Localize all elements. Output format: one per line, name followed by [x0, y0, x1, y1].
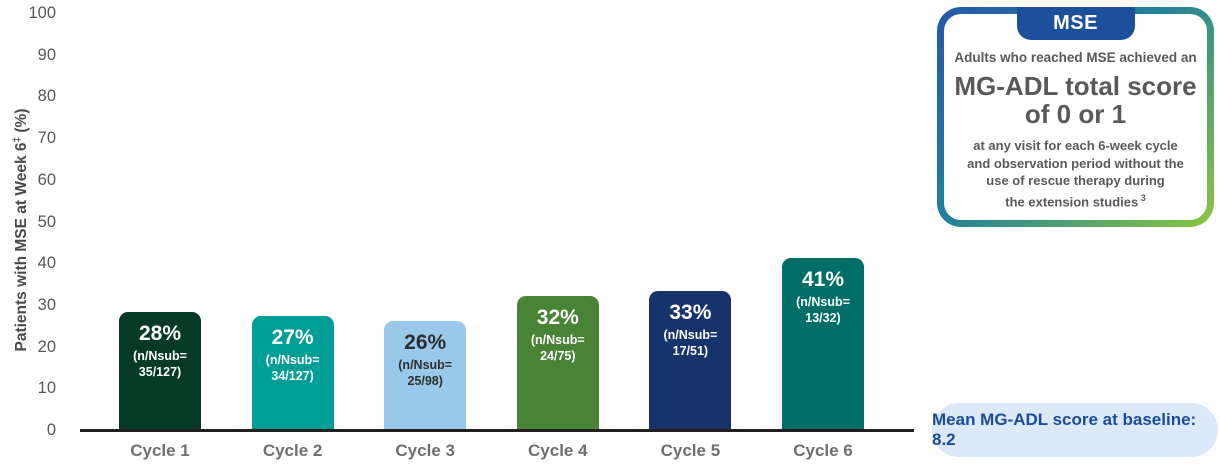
- plot-area: 28% (n/Nsub= 35/127) 27% (n/Nsub= 34/127) 26%(…: [80, 13, 914, 429]
- y-tick-label: 10: [37, 379, 56, 398]
- mse-tab-label: MSE: [1053, 12, 1098, 34]
- bar-cycle-4: 32% (n/Nsub= 24/75): [516, 295, 599, 429]
- mse-definition-callout: MSE Adults who reached MSE achieved an M…: [937, 7, 1214, 227]
- y-tick-label: 0: [46, 421, 56, 439]
- x-tick-label: Cycle 5: [660, 441, 721, 460]
- bar-sub-label: (n/Nsub=: [796, 295, 850, 310]
- bar-sub-label: (n/Nsub=: [398, 357, 453, 372]
- bar-sub-label: 17/51): [672, 344, 709, 359]
- bar-sub-label: (n/Nsub=: [265, 353, 320, 368]
- y-tick-label: 30: [37, 295, 56, 314]
- bar-cycle-1: 28% (n/Nsub= 35/127): [119, 312, 201, 429]
- baseline-note: Mean MG-ADL score at baseline: 8.2: [932, 403, 1218, 457]
- bar-sub-label: 34/127): [271, 369, 314, 384]
- mse-tab: MSE: [1016, 7, 1135, 40]
- reference-superscript: 3: [1138, 192, 1146, 203]
- bar-value-label: 41%: [801, 268, 845, 292]
- x-axis-line: [80, 429, 914, 432]
- bar-value-label: 33%: [669, 301, 712, 325]
- y-tick-label: 50: [37, 212, 56, 231]
- bar-sub-label: (n/Nsub=: [663, 328, 718, 343]
- bar-value-label: 27%: [271, 326, 314, 350]
- bar-value-label: 32%: [536, 305, 579, 329]
- bar-sub-label: 25/98): [407, 373, 443, 388]
- callout-intro: Adults who reached MSE achieved an: [954, 50, 1197, 65]
- y-tick-label: 60: [37, 170, 56, 189]
- callout-content: Adults who reached MSE achieved an MG-AD…: [944, 14, 1207, 210]
- y-tick-label: 70: [37, 129, 56, 148]
- bar-value-label: 28%: [138, 322, 182, 346]
- y-tick-label: 20: [37, 337, 56, 356]
- y-tick-label: 100: [28, 4, 56, 22]
- bar-cycle-2: 27% (n/Nsub= 34/127): [251, 316, 334, 429]
- bar-value-label: 26%: [404, 330, 447, 354]
- y-axis-ticks: 100 90 80 70 60 50 40 30 20 10 0: [0, 0, 56, 468]
- bar-sub-label: 24/75): [540, 348, 576, 363]
- bar-sub-label: (n/Nsub=: [133, 349, 187, 364]
- callout-headline: MG-ADL total score of 0 or 1: [954, 71, 1197, 129]
- x-tick-label: Cycle 6: [793, 441, 853, 460]
- bar-sub-label: 35/127): [138, 365, 182, 380]
- x-tick-label: Cycle 4: [528, 441, 588, 460]
- bar-cycle-3: 26% (n/Nsub= 25/98): [384, 320, 467, 429]
- y-tick-label: 80: [37, 87, 56, 106]
- bar-cycle-5: 33% (n/Nsub= 17/51): [649, 291, 732, 429]
- callout-body: at any visit for each 6-week cycle and ob…: [967, 138, 1184, 209]
- baseline-note-text: Mean MG-ADL score at baseline: 8.2: [932, 410, 1197, 449]
- bar-cycle-6: 41% (n/Nsub= 13/32): [782, 258, 864, 429]
- y-tick-label: 90: [37, 45, 56, 64]
- x-tick-label: Cycle 1: [130, 441, 190, 460]
- x-tick-label: Cycle 3: [395, 441, 455, 460]
- bar-sub-label: (n/Nsub=: [530, 332, 585, 347]
- bar-sub-label: 13/32): [805, 311, 841, 326]
- y-tick-label: 40: [37, 254, 56, 273]
- x-tick-label: Cycle 2: [262, 441, 323, 460]
